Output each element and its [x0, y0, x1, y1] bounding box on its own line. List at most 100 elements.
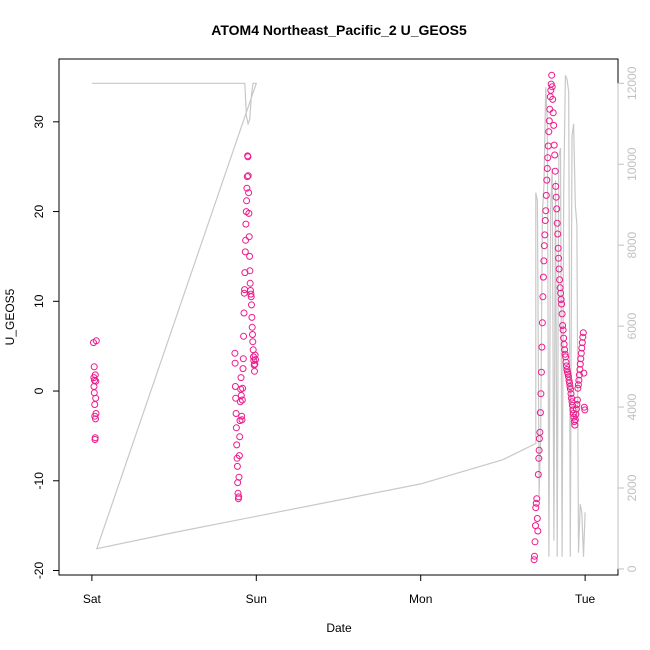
- x-tick-label: Sat: [83, 592, 102, 606]
- data-point: [235, 493, 243, 501]
- data-point: [235, 452, 243, 460]
- data-point: [579, 333, 587, 341]
- data-point: [580, 369, 588, 377]
- data-point: [580, 403, 588, 411]
- x-tick-label: Sun: [246, 592, 267, 606]
- data-point: [240, 332, 248, 340]
- data-point: [551, 151, 559, 159]
- data-point: [559, 326, 567, 334]
- data-point: [579, 329, 587, 337]
- data-point: [234, 489, 242, 497]
- data-point: [545, 117, 553, 125]
- right-tick-label: 12000: [625, 66, 639, 100]
- right-tick-label: 8000: [625, 231, 639, 258]
- data-point: [543, 165, 551, 172]
- data-point: [243, 173, 251, 181]
- data-point: [542, 207, 550, 215]
- data-point: [562, 358, 570, 366]
- data-point: [232, 394, 240, 402]
- data-point: [247, 290, 255, 298]
- data-point: [543, 176, 551, 184]
- data-point: [539, 293, 547, 301]
- data-point: [535, 446, 543, 454]
- data-point: [534, 527, 542, 535]
- data-point: [550, 121, 558, 129]
- data-point: [245, 209, 253, 217]
- data-point: [239, 384, 247, 392]
- data-point: [558, 310, 566, 318]
- data-point: [561, 350, 569, 358]
- data-point: [246, 279, 254, 287]
- data-point: [575, 376, 583, 384]
- data-point: [555, 254, 563, 262]
- data-point: [237, 392, 245, 399]
- data-point: [246, 267, 254, 275]
- data-point: [552, 182, 560, 190]
- data-point: [551, 167, 559, 175]
- left-tick-label: 30: [32, 115, 46, 129]
- data-point: [252, 356, 259, 364]
- data-point: [235, 473, 243, 481]
- data-point: [572, 405, 580, 413]
- data-point: [531, 552, 538, 560]
- data-point: [236, 433, 244, 441]
- data-point: [574, 384, 582, 392]
- data-point: [232, 410, 240, 417]
- data-point: [554, 244, 562, 252]
- data-point: [91, 376, 98, 384]
- data-point: [575, 371, 583, 379]
- data-point: [560, 340, 568, 348]
- data-point: [245, 189, 253, 197]
- data-point: [533, 515, 541, 522]
- data-point: [248, 323, 256, 331]
- data-point: [539, 273, 547, 281]
- data-point: [581, 406, 589, 414]
- data-point: [572, 410, 580, 418]
- data-point: [535, 454, 543, 462]
- data-point: [92, 377, 100, 385]
- data-point: [573, 401, 581, 408]
- data-point: [542, 191, 550, 199]
- data-point: [231, 359, 239, 367]
- left-axis: -20 -10 0 10 20 30: [32, 115, 60, 579]
- right-tick-label: 0: [625, 565, 639, 572]
- left-tick-label: 10: [32, 294, 46, 308]
- series-layer: [90, 71, 589, 564]
- data-point: [537, 368, 545, 376]
- x-tick-label: Tue: [575, 592, 596, 606]
- data-point: [557, 296, 565, 303]
- right-tick-label: 4000: [625, 393, 639, 420]
- data-point: [536, 428, 544, 436]
- data-point: [548, 71, 556, 79]
- data-point: [232, 424, 240, 432]
- data-point: [92, 394, 100, 402]
- data-point: [240, 309, 248, 317]
- data-point: [238, 416, 246, 424]
- data-point: [553, 219, 561, 227]
- data-point: [576, 360, 584, 368]
- data-point: [251, 360, 259, 368]
- data-point: [233, 441, 241, 449]
- data-point: [251, 351, 259, 359]
- data-point: [244, 153, 252, 161]
- data-point: [567, 390, 575, 398]
- data-point: [249, 331, 256, 338]
- data-point: [571, 421, 579, 429]
- data-point: [238, 396, 246, 404]
- data-point: [573, 396, 581, 404]
- data-point: [569, 401, 576, 409]
- right-tick-label: 6000: [625, 312, 639, 339]
- data-point: [239, 355, 247, 363]
- data-point: [576, 366, 584, 373]
- left-tick-label: 20: [32, 205, 46, 219]
- data-point: [571, 416, 579, 424]
- data-point: [558, 300, 566, 308]
- data-point: [553, 205, 561, 213]
- data-point: [538, 319, 546, 327]
- data-point: [555, 265, 563, 273]
- data-point: [556, 284, 564, 292]
- data-point: [545, 128, 553, 136]
- data-point: [251, 367, 258, 375]
- data-point: [541, 217, 549, 224]
- x-tick-label: Mon: [409, 592, 432, 606]
